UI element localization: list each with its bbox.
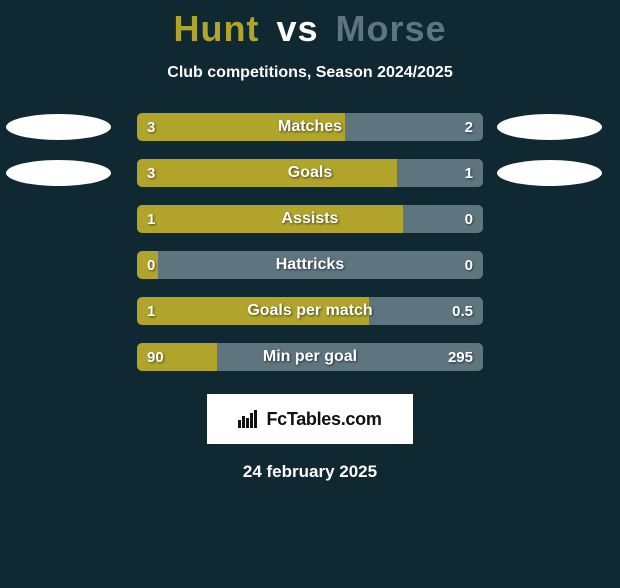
stat-row: 10Assists <box>0 196 620 242</box>
bar-right-fill <box>345 113 483 141</box>
stat-bar: 32Matches <box>137 113 483 141</box>
player1-marker <box>6 160 111 186</box>
date-text: 24 february 2025 <box>0 462 620 482</box>
bar-left-fill <box>137 251 158 279</box>
stat-row: 32Matches <box>0 104 620 150</box>
stat-bar: 10Assists <box>137 205 483 233</box>
bar-left-fill <box>137 343 217 371</box>
bar-left-fill <box>137 113 345 141</box>
bar-right-fill <box>158 251 483 279</box>
player1-name: Hunt <box>173 8 259 49</box>
player2-marker <box>497 114 602 140</box>
bar-right-fill <box>369 297 483 325</box>
vs-text: vs <box>270 8 324 49</box>
bar-right-fill <box>397 159 484 187</box>
subtitle: Club competitions, Season 2024/2025 <box>0 64 620 82</box>
bar-chart-icon <box>238 410 260 428</box>
bar-left-fill <box>137 159 397 187</box>
player2-name: Morse <box>336 8 447 49</box>
stat-row: 31Goals <box>0 150 620 196</box>
stat-row: 10.5Goals per match <box>0 288 620 334</box>
bar-left-fill <box>137 205 403 233</box>
stat-bar: 90295Min per goal <box>137 343 483 371</box>
stat-row: 90295Min per goal <box>0 334 620 380</box>
stat-row: 00Hattricks <box>0 242 620 288</box>
bar-left-fill <box>137 297 369 325</box>
stat-bar: 31Goals <box>137 159 483 187</box>
comparison-title: Hunt vs Morse <box>0 8 620 50</box>
stats-container: 32Matches 31Goals 10Assists 00Hattricks 10.5… <box>0 104 620 380</box>
brand-text: FcTables.com <box>266 409 381 430</box>
bar-right-fill <box>217 343 483 371</box>
brand-badge: FcTables.com <box>207 394 413 444</box>
stat-bar: 00Hattricks <box>137 251 483 279</box>
bar-right-fill <box>403 205 483 233</box>
player2-marker <box>497 160 602 186</box>
player1-marker <box>6 114 111 140</box>
stat-bar: 10.5Goals per match <box>137 297 483 325</box>
